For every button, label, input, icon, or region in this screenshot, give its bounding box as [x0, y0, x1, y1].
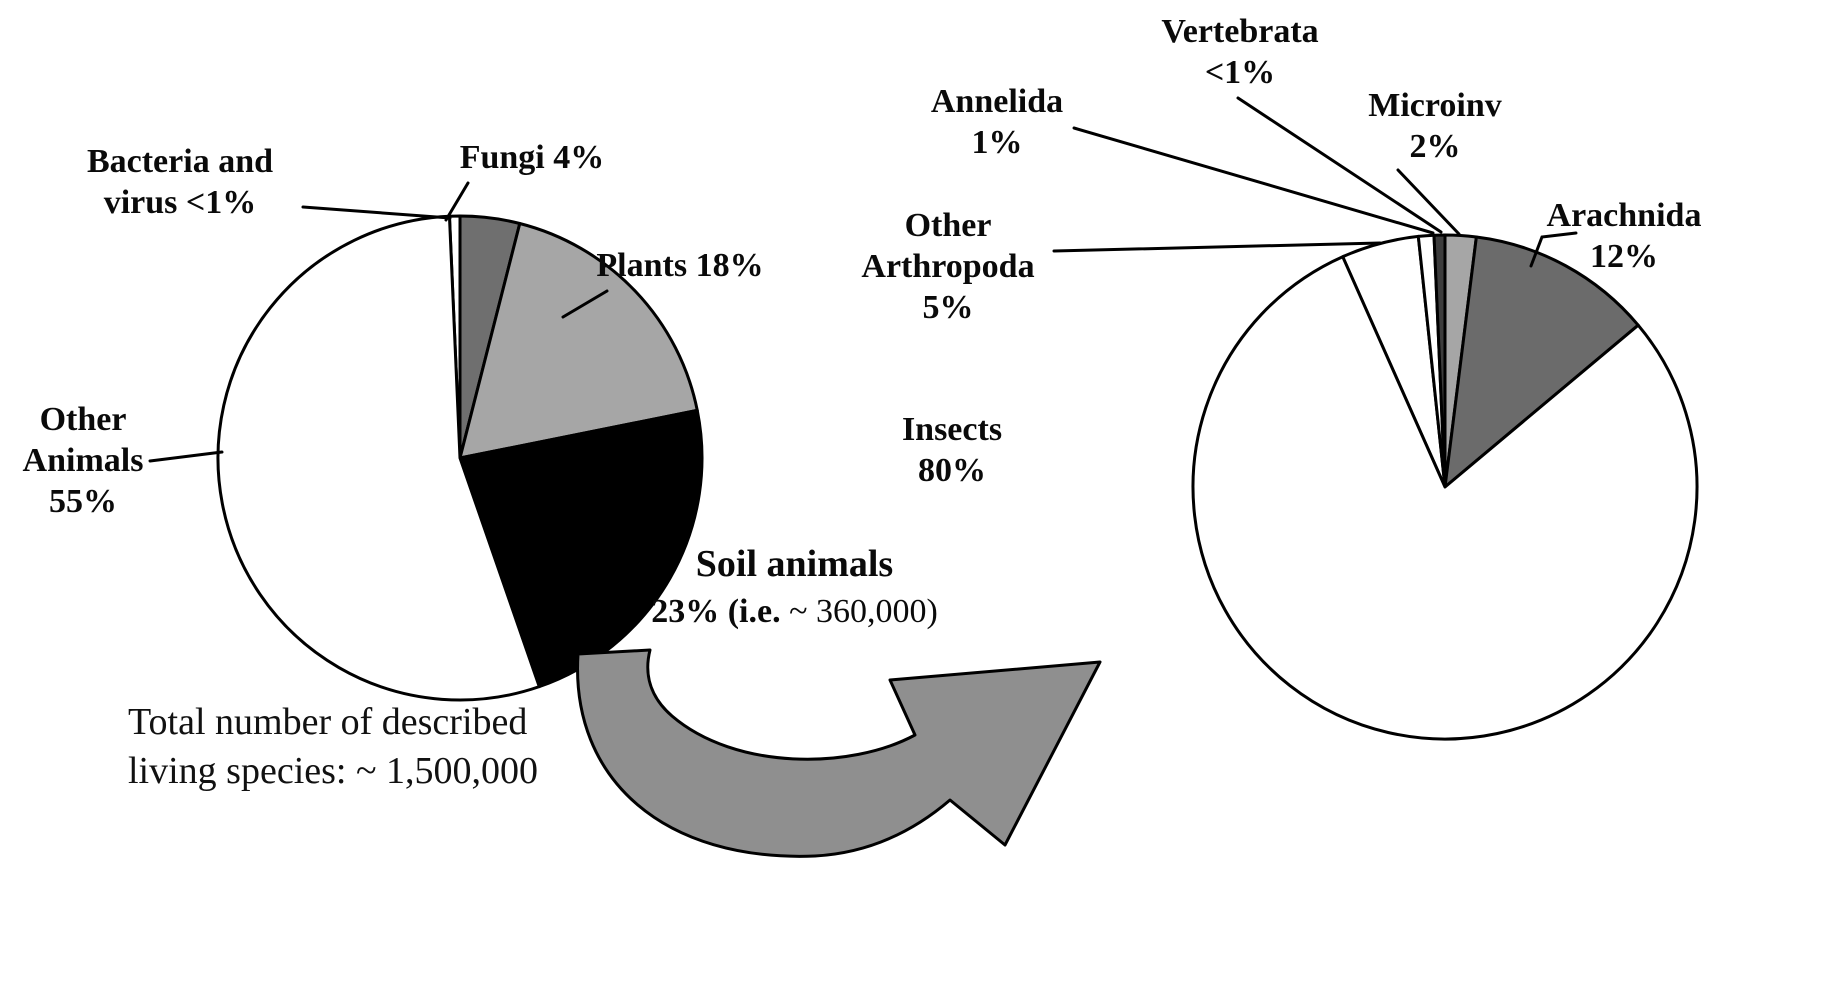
label-vertebrata: Vertebrata <1% [1161, 13, 1319, 91]
soil-animals-percent-text: 23% (i.e. [651, 592, 790, 630]
label-other-arthropoda: Other Arthropoda 5% [861, 207, 1035, 326]
pie-described-living-species [216, 214, 704, 702]
vertebrata-pointer-line [1236, 96, 1443, 234]
label-bacteria-virus: Bacteria and virus <1% [86, 143, 274, 221]
fungi-pointer-line [444, 181, 470, 222]
total-species-note: Total number of described living species… [128, 701, 539, 793]
pie-soil-animals-breakdown [1191, 233, 1699, 741]
arachnida-pointer-line [1529, 231, 1578, 268]
label-microinv: Microinv 2% [1368, 87, 1502, 165]
pie-slice-arachnida [1443, 235, 1640, 489]
annelida-pointer-line [1072, 126, 1435, 235]
pointer-lines [148, 96, 1578, 557]
other-animals-pointer-line [148, 450, 224, 463]
pie-slice-other-animals [216, 214, 541, 702]
pie-slice-plants [458, 222, 699, 460]
label-arachnida: Arachnida 12% [1546, 197, 1702, 275]
label-plants: Plants 18% [596, 247, 764, 284]
label-fungi: Fungi 4% [459, 139, 605, 176]
label-insects: Insects 80% [901, 411, 1003, 489]
label-other-animals: Other Animals 55% [22, 401, 144, 520]
label-soil-animals: Soil animals 23% (i.e. ~ 360,000) [612, 542, 977, 632]
microinv-pointer-line [1396, 168, 1461, 236]
soil-animals-title: Soil animals [695, 543, 894, 585]
label-annelida: Annelida 1% [930, 83, 1064, 161]
curved-flow-arrow [576, 648, 1102, 858]
soil-animals-pointer-line [595, 505, 661, 557]
soil-animals-count-text: ~ 360,000) [789, 592, 938, 630]
plants-pointer-line [561, 289, 609, 319]
bacteria-pointer-line [301, 205, 452, 220]
pie-slice-insects [1191, 255, 1699, 741]
soil-animals-detail: 23% (i.e. ~ 360,000) [612, 592, 977, 633]
other-arthropoda-pointer-line [1052, 241, 1382, 253]
